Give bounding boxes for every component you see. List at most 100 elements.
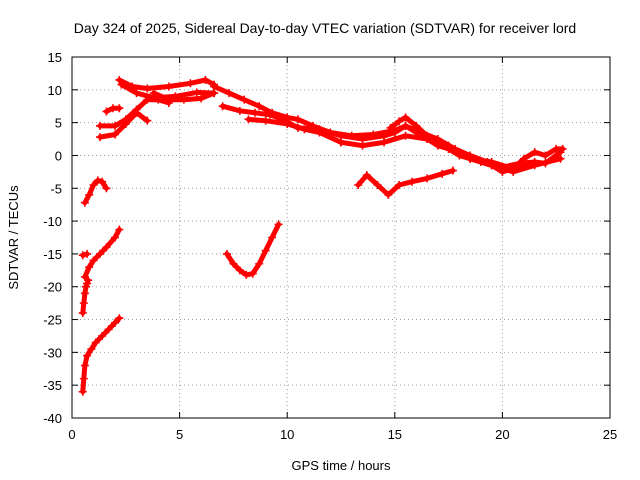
series-trace	[381, 123, 527, 172]
series-trace-r	[78, 276, 93, 317]
data-point-marker	[401, 121, 410, 130]
y-tick-label: -20	[43, 280, 62, 295]
data-point-marker	[530, 148, 539, 157]
data-point-marker	[274, 220, 283, 229]
data-point-marker	[79, 299, 88, 308]
y-tick-label: 15	[48, 50, 62, 65]
x-tick-label: 5	[176, 427, 183, 442]
data-point-marker	[244, 115, 253, 124]
data-point-marker	[487, 158, 496, 167]
data-point-marker	[80, 198, 89, 207]
x-tick-label: 25	[603, 427, 617, 442]
data-point-marker	[201, 75, 210, 84]
data-point-marker	[218, 102, 227, 111]
data-point-marker	[395, 180, 404, 189]
data-point-marker	[530, 161, 539, 170]
data-point-marker	[87, 345, 96, 354]
series-trace-f	[149, 89, 219, 104]
data-point-marker	[197, 94, 206, 103]
data-point-marker	[93, 176, 102, 185]
series-trace-o	[80, 176, 111, 207]
y-tick-label: -5	[50, 181, 62, 196]
data-point-marker	[115, 225, 124, 234]
series-trace	[80, 315, 122, 395]
data-point-marker	[143, 116, 152, 125]
x-tick-label: 15	[388, 427, 402, 442]
data-point-marker	[102, 243, 111, 252]
y-tick-label: -30	[43, 345, 62, 360]
data-point-marker	[242, 270, 251, 279]
data-point-marker	[95, 133, 104, 142]
series-trace-s	[78, 314, 124, 396]
data-point-marker	[222, 249, 231, 258]
series-trace-m	[354, 166, 457, 199]
data-point-marker	[235, 106, 244, 115]
data-point-marker	[423, 135, 432, 144]
data-point-marker	[85, 263, 94, 272]
data-point-marker	[186, 79, 195, 88]
data-point-marker	[444, 144, 453, 153]
y-axis-label: SDTVAR / TECUs	[6, 185, 21, 290]
y-tick-label: 10	[48, 83, 62, 98]
data-point-marker	[354, 180, 363, 189]
data-point-marker	[80, 289, 89, 298]
data-point-marker	[192, 88, 201, 97]
data-point-marker	[401, 113, 410, 122]
y-tick-label: 5	[55, 116, 62, 131]
y-tick-label: -10	[43, 214, 62, 229]
data-point-marker	[509, 164, 518, 173]
data-point-marker	[98, 177, 107, 186]
data-point-marker	[315, 128, 324, 137]
data-point-marker	[380, 131, 389, 140]
data-point-marker	[111, 233, 120, 242]
data-point-marker	[89, 180, 98, 189]
data-point-marker	[229, 259, 238, 268]
data-point-marker	[121, 119, 130, 128]
series-trace	[82, 177, 109, 206]
data-point-marker	[455, 151, 464, 160]
data-point-marker	[541, 151, 550, 160]
data-point-marker	[337, 138, 345, 147]
data-point-marker	[78, 251, 87, 260]
grid-layer	[72, 57, 610, 418]
data-point-marker	[235, 266, 244, 275]
chart-title: Day 324 of 2025, Sidereal Day-to-day VTE…	[74, 20, 576, 36]
data-point-marker	[89, 256, 98, 265]
data-point-marker	[115, 314, 124, 323]
data-point-marker	[117, 80, 126, 89]
series-layer	[78, 75, 567, 396]
data-point-marker	[384, 190, 393, 199]
data-point-marker	[265, 110, 274, 119]
data-point-marker	[268, 233, 277, 242]
y-tick-label: -40	[43, 411, 62, 426]
data-point-marker	[85, 190, 94, 199]
data-point-marker	[210, 82, 219, 91]
data-point-marker	[80, 361, 89, 370]
y-tick-label: -25	[43, 313, 62, 328]
data-point-marker	[79, 374, 88, 383]
data-point-marker	[283, 119, 292, 128]
data-point-marker	[84, 276, 93, 285]
data-point-marker	[448, 166, 457, 175]
data-point-marker	[149, 89, 158, 98]
data-point-marker	[401, 131, 410, 140]
data-point-marker	[240, 95, 249, 104]
data-point-marker	[115, 75, 124, 84]
x-tick-label: 0	[68, 427, 75, 442]
data-point-marker	[423, 174, 432, 183]
series-trace	[224, 221, 282, 278]
data-point-marker	[300, 125, 309, 134]
series-trace	[388, 114, 527, 175]
data-point-marker	[358, 141, 367, 150]
data-point-marker	[558, 144, 567, 153]
data-point-marker	[91, 338, 100, 347]
data-point-marker	[164, 95, 173, 104]
data-point-marker	[433, 141, 442, 150]
data-point-marker	[132, 108, 141, 117]
series-trace-e	[102, 104, 124, 116]
data-point-marker	[115, 104, 124, 113]
data-point-marker	[408, 177, 417, 186]
series-trace-t	[222, 220, 283, 279]
x-axis-label: GPS time / hours	[292, 458, 391, 473]
data-point-marker	[102, 184, 111, 193]
